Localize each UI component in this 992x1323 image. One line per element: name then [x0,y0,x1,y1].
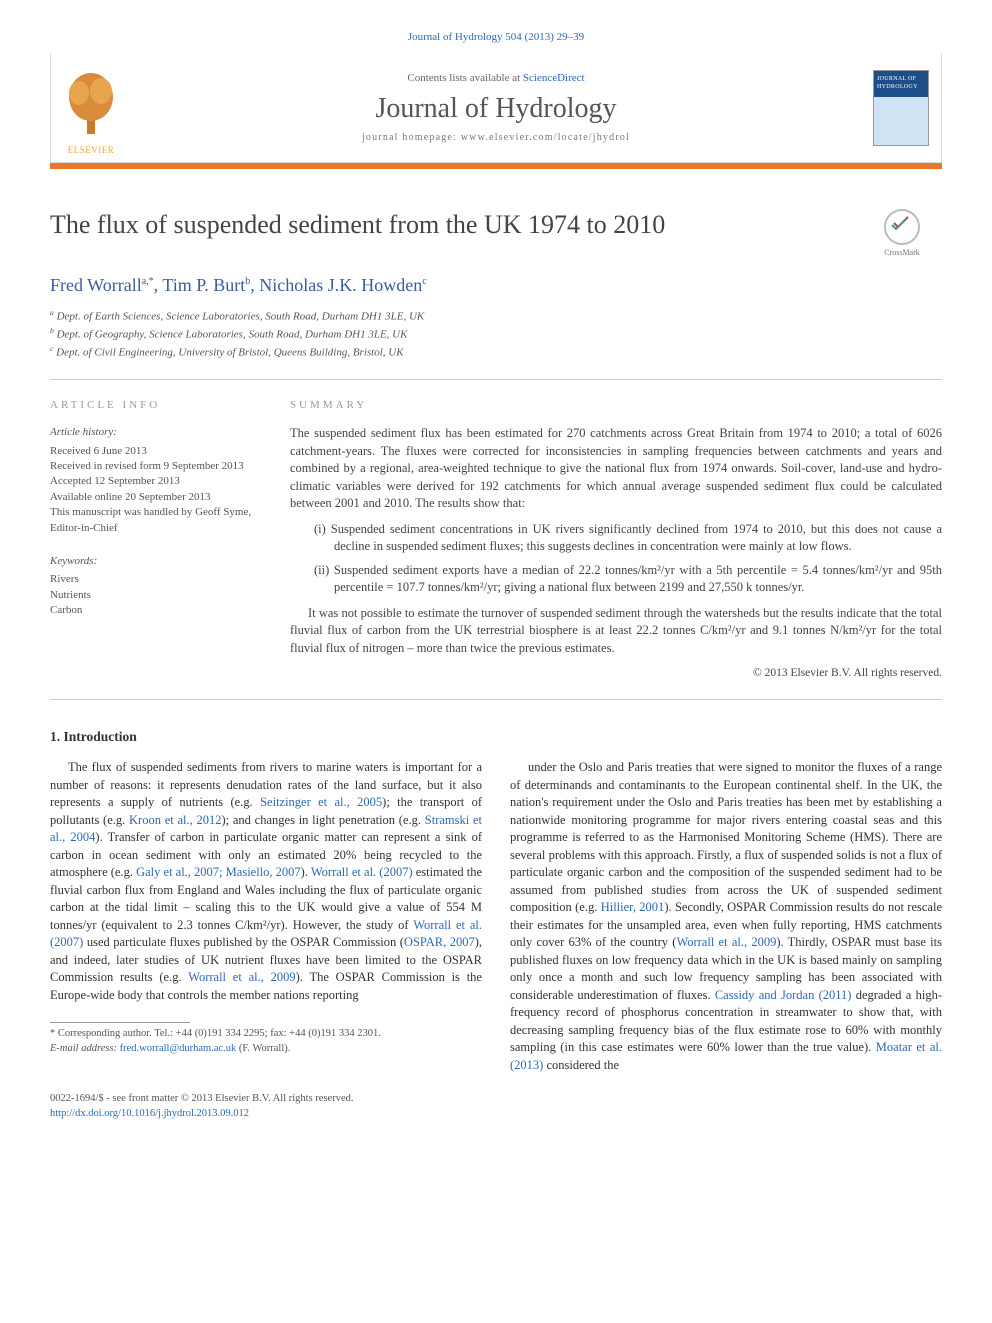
crossmark-badge[interactable]: CrossMark [862,209,942,258]
summary-para-1: The suspended sediment flux has been est… [290,425,942,513]
journal-cover-thumb[interactable]: JOURNAL OF HYDROLOGY [861,53,941,162]
body-paragraph: The flux of suspended sediments from riv… [50,759,482,1004]
footnote-rule [50,1022,190,1023]
corr-email[interactable]: fred.worrall@durham.ac.uk [120,1043,237,1054]
publisher-logo[interactable]: ELSEVIER [51,53,131,162]
contents-line: Contents lists available at ScienceDirec… [131,71,861,86]
accent-rule [50,162,942,169]
contents-prefix: Contents lists available at [407,72,522,84]
crossmark-icon [884,209,920,245]
crossmark-label: CrossMark [862,247,942,258]
publisher-name: ELSEVIER [61,144,121,157]
divider [50,699,942,700]
section-title-text: Introduction [64,729,137,744]
doi-link[interactable]: http://dx.doi.org/10.1016/j.jhydrol.2013… [50,1108,249,1119]
summary-heading: SUMMARY [290,398,942,413]
journal-homepage[interactable]: journal homepage: www.elsevier.com/locat… [131,131,861,145]
issn-line: 0022-1694/$ - see front matter © 2013 El… [50,1092,942,1107]
cover-label: JOURNAL OF HYDROLOGY [877,75,928,92]
article-history: Received 6 June 2013Received in revised … [50,444,260,536]
corr-author-text: Corresponding author. Tel.: +44 (0)191 3… [58,1028,381,1039]
affiliations: a Dept. of Earth Sciences, Science Labor… [50,308,942,361]
sciencedirect-link[interactable]: ScienceDirect [523,72,585,84]
section-number: 1. [50,729,60,744]
citation-line: Journal of Hydrology 504 (2013) 29–39 [50,30,942,45]
article-info-heading: ARTICLE INFO [50,398,260,413]
email-owner: (F. Worrall). [239,1043,291,1054]
elsevier-tree-icon [61,67,121,137]
keywords-label: Keywords: [50,554,260,569]
summary-findings: (i) Suspended sediment concentrations in… [290,521,942,597]
bottom-metadata: 0022-1694/$ - see front matter © 2013 El… [50,1092,942,1121]
body-paragraph: under the Oslo and Paris treaties that w… [510,759,942,1074]
corr-marker: * [50,1028,55,1039]
divider [50,379,942,380]
authors-line: Fred Worralla,*, Tim P. Burtb, Nicholas … [50,273,942,298]
journal-name: Journal of Hydrology [131,89,861,128]
copyright-line: © 2013 Elsevier B.V. All rights reserved… [290,665,942,681]
homepage-label: journal homepage: [362,132,461,143]
article-info-column: ARTICLE INFO Article history: Received 6… [50,398,260,681]
summary-column: SUMMARY The suspended sediment flux has … [290,398,942,681]
article-history-label: Article history: [50,425,260,440]
footnotes: * Corresponding author. Tel.: +44 (0)191… [50,1027,482,1056]
article-title: The flux of suspended sediment from the … [50,209,862,240]
section-heading: 1. Introduction [50,728,942,747]
keywords-list: RiversNutrientsCarbon [50,572,260,618]
journal-header-bar: ELSEVIER Contents lists available at Sci… [50,53,942,163]
homepage-url[interactable]: www.elsevier.com/locate/jhydrol [461,132,630,143]
email-label: E-mail address: [50,1043,117,1054]
body-text: The flux of suspended sediments from riv… [50,759,942,1074]
summary-para-2: It was not possible to estimate the turn… [290,605,942,658]
